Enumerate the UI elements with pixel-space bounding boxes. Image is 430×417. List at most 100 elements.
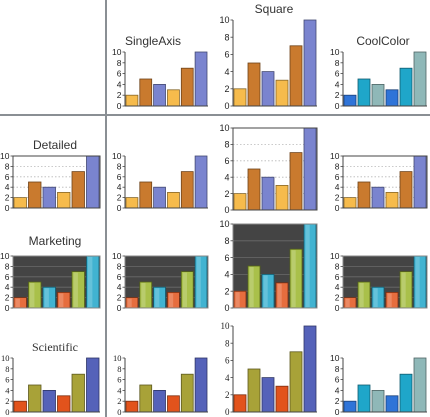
bar-chart-square: 0 2 4 6 8 10 — [219, 15, 317, 111]
y-tick-label-2: 2 — [5, 396, 9, 406]
bar-1 — [233, 88, 247, 107]
bar-highlight-6 — [415, 257, 420, 307]
y-tick-label-8: 8 — [117, 364, 121, 374]
bar-6 — [86, 357, 100, 413]
bar-6 — [194, 51, 208, 107]
bar-highlight-1 — [345, 298, 350, 307]
bar-6 — [413, 155, 427, 209]
bar-2 — [357, 181, 371, 209]
y-tick-label-0: 0 — [5, 407, 9, 417]
bar-3 — [42, 389, 56, 413]
bar-highlight-1 — [127, 298, 132, 307]
bar-highlight-2 — [359, 283, 364, 307]
bar-3 — [153, 389, 166, 413]
bar-3 — [261, 377, 275, 413]
bar-6 — [194, 357, 208, 413]
column-label-coolcolor: CoolColor — [356, 34, 410, 48]
y-tick-label-4: 4 — [117, 282, 122, 292]
bar-6 — [303, 325, 317, 413]
bar-1 — [125, 400, 139, 413]
bar-2 — [139, 181, 153, 209]
bar-highlight-5 — [73, 272, 78, 307]
y-tick-label-0: 0 — [224, 101, 229, 111]
bar-5 — [289, 152, 303, 211]
y-tick-label-8: 8 — [224, 140, 229, 150]
y-tick-label-2: 2 — [224, 84, 229, 94]
y-tick-label-6: 6 — [224, 156, 229, 166]
y-tick-label-10: 10 — [112, 251, 122, 261]
bar-highlight-3 — [263, 275, 268, 307]
bar-chart-marketing-square: 0 2 4 6 8 10 — [219, 219, 318, 313]
y-tick-label-10: 10 — [0, 151, 10, 161]
row-label-scientific: Scientific — [32, 340, 78, 354]
y-tick-label-8: 8 — [5, 261, 10, 271]
bar-3 — [153, 84, 166, 107]
bar-5 — [180, 171, 194, 209]
y-tick-label-0: 0 — [335, 203, 340, 213]
bar-4 — [57, 395, 71, 413]
bar-1 — [233, 394, 247, 413]
bar-highlight-5 — [182, 272, 187, 307]
bar-5 — [399, 67, 413, 107]
y-tick-label-10: 10 — [112, 47, 122, 57]
y-tick-label-10: 10 — [219, 219, 229, 229]
bar-highlight-6 — [305, 225, 310, 307]
plot-frame — [232, 127, 318, 211]
bar-6 — [413, 51, 427, 107]
y-tick-label-10: 10 — [330, 353, 340, 363]
bar-4 — [275, 184, 289, 211]
y-tick-label-6: 6 — [117, 375, 121, 385]
y-tick-label-10: 10 — [112, 151, 122, 161]
y-tick-label-4: 4 — [117, 79, 122, 89]
bar-highlight-3 — [44, 288, 49, 307]
y-tick-label-2: 2 — [224, 286, 229, 296]
bar-3 — [261, 176, 275, 211]
bar-4 — [275, 385, 289, 413]
y-tick-label-4: 4 — [5, 182, 10, 192]
bar-3 — [371, 84, 385, 107]
bar-highlight-1 — [235, 292, 240, 307]
bar-6 — [413, 357, 427, 413]
y-tick-label-8: 8 — [335, 364, 340, 374]
bar-highlight-3 — [373, 288, 378, 307]
grid-horizontal-divider — [0, 114, 430, 116]
y-tick-label-0: 0 — [117, 407, 121, 417]
bar-5 — [71, 171, 85, 209]
y-tick-label-4: 4 — [225, 373, 230, 383]
bar-4 — [167, 191, 180, 209]
y-tick-label-8: 8 — [117, 161, 122, 171]
y-tick-label-10: 10 — [0, 251, 10, 261]
y-tick-label-6: 6 — [117, 272, 122, 282]
bar-highlight-2 — [30, 283, 35, 307]
y-tick-label-2: 2 — [335, 293, 340, 303]
plot-frame — [342, 155, 428, 209]
bar-3 — [153, 186, 166, 209]
y-tick-label-2: 2 — [117, 293, 122, 303]
bar-4 — [275, 79, 289, 107]
bar-1 — [125, 197, 139, 209]
bar-chart-detailed-square: 0 2 4 6 8 10 — [219, 123, 318, 215]
bar-highlight-1 — [15, 298, 20, 307]
bar-2 — [247, 62, 261, 107]
y-tick-label-0: 0 — [335, 407, 340, 417]
column-label-square: Square — [254, 2, 294, 16]
y-tick-label-2: 2 — [335, 396, 340, 406]
bar-2 — [139, 78, 153, 107]
bar-highlight-5 — [401, 272, 406, 307]
y-tick-label-4: 4 — [5, 282, 10, 292]
y-tick-label-6: 6 — [117, 172, 122, 182]
bar-5 — [180, 67, 194, 107]
bar-3 — [42, 186, 56, 209]
plot-frame — [232, 223, 318, 309]
bar-4 — [385, 191, 399, 209]
y-tick-label-0: 0 — [5, 203, 10, 213]
bar-6 — [303, 127, 317, 211]
y-tick-label-8: 8 — [5, 364, 9, 374]
plot-frame — [124, 255, 209, 309]
